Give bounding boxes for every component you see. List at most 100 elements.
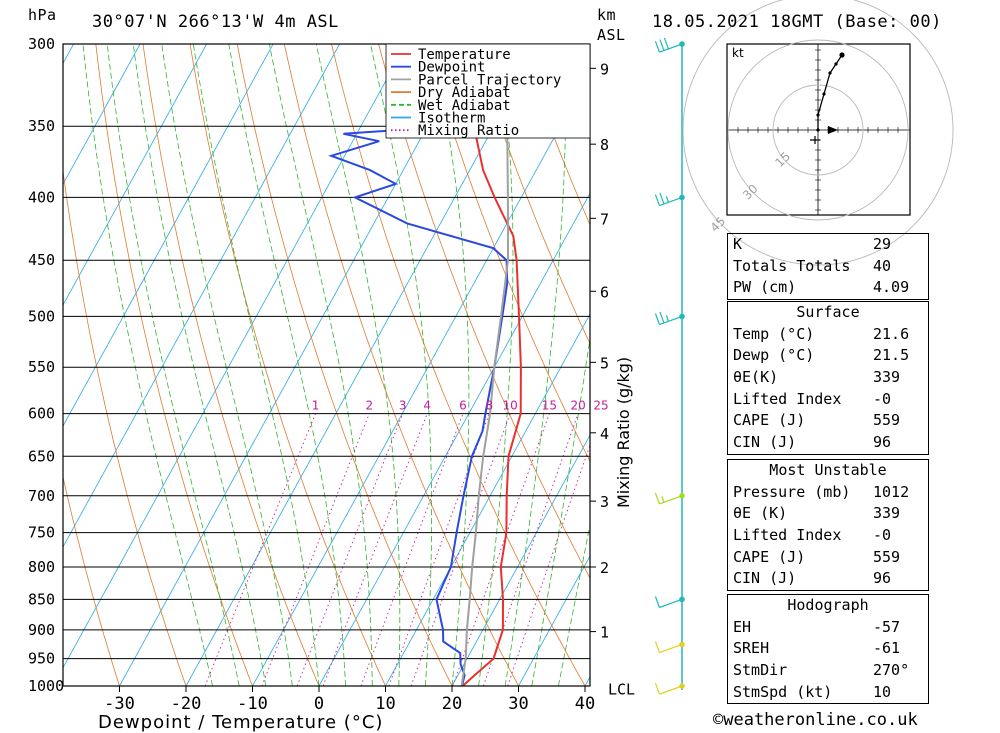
- index-row: Lifted Index -0: [733, 389, 892, 408]
- hodograph-ring: [727, 39, 909, 221]
- hodograph-title: Hodograph: [787, 596, 869, 614]
- index-row: Lifted Index -0: [733, 526, 892, 545]
- wind-barb-shaft: [659, 685, 683, 695]
- pressure-unit-label: hPa: [28, 6, 57, 24]
- dry-adiabat-line: [189, 44, 386, 686]
- dry-adiabat-line: [991, 44, 1000, 686]
- dry-adiabat-line: [472, 44, 590, 345]
- height-tick-label: 2: [600, 559, 609, 577]
- wind-barb-flag: [659, 192, 665, 205]
- pressure-label: 950: [28, 650, 55, 668]
- wind-barb-half: [665, 196, 670, 203]
- pressure-label: 750: [28, 524, 55, 542]
- wet-adiabat-line: [478, 44, 514, 686]
- pressure-label: 350: [28, 117, 55, 135]
- index-row: Temp (°C) 21.6: [733, 324, 910, 343]
- lcl-label: LCL: [608, 681, 635, 699]
- legend-label: Dewpoint: [418, 60, 485, 76]
- hodograph-ring: [772, 84, 864, 176]
- height-tick-label: 8: [600, 136, 609, 154]
- hodograph-point: [834, 62, 838, 66]
- wet-adiabat-line: [558, 522, 590, 686]
- index-row: PW (cm) 4.09: [733, 278, 910, 297]
- pressure-label: 300: [28, 35, 55, 53]
- wind-barb-shaft: [659, 196, 683, 207]
- wind-barb-half: [665, 315, 670, 322]
- pressure-label: 400: [28, 188, 55, 206]
- wind-barb-flag: [654, 596, 661, 608]
- hodograph-trace: [817, 54, 843, 130]
- storm-motion-arrow: [828, 126, 838, 134]
- km-label: km: [597, 6, 617, 24]
- index-row: CIN (J) 96: [733, 569, 892, 588]
- wind-barb-flag: [659, 39, 665, 51]
- hodograph-point: [816, 113, 820, 117]
- isotherm-line: [0, 44, 7, 686]
- isotherm-line: [252, 71, 590, 686]
- pressure-label: 1000: [28, 677, 64, 695]
- height-tick-label: 1: [600, 624, 609, 642]
- dry-adiabat-line: [331, 44, 586, 686]
- index-row: CIN (J) 96: [733, 433, 892, 452]
- isotherm-line: [63, 44, 141, 186]
- wind-barb-flag: [654, 682, 661, 695]
- asl-label: ASL: [597, 26, 626, 44]
- wet-adiabat-line: [132, 44, 267, 686]
- isotherm-line: [119, 44, 473, 686]
- hodograph-end-marker: [839, 52, 845, 58]
- mixing-ratio-label: 1: [312, 399, 320, 413]
- x-tick-label: 20: [442, 694, 462, 714]
- plot-frame: [62, 43, 591, 687]
- height-tick-label: 5: [600, 354, 609, 372]
- wind-barb-half: [661, 496, 665, 503]
- wind-barb-shaft: [659, 598, 683, 609]
- legend-label: Parcel Trajectory: [418, 72, 561, 88]
- mixing-ratio-label: 15: [542, 399, 557, 413]
- pressure-label: 450: [28, 251, 55, 269]
- wet-adiabat-line: [192, 44, 320, 686]
- wind-barb-shaft: [659, 643, 683, 654]
- isotherm-line: [63, 44, 207, 306]
- pressure-label: 600: [28, 405, 55, 423]
- storm-motion-marker: [810, 136, 820, 144]
- pressure-label: 900: [28, 621, 55, 639]
- mixing-ratio-label: 8: [485, 399, 493, 413]
- run-datetime: 18.05.2021 18GMT (Base: 00): [652, 12, 942, 32]
- x-tick-label: -10: [237, 694, 268, 714]
- dry-adiabat-line: [95, 44, 253, 686]
- pressure-label: 550: [28, 358, 55, 376]
- wind-barb-shaft: [659, 43, 683, 53]
- x-tick-label: 0: [314, 694, 324, 714]
- mixing-ratio-label: 4: [423, 399, 431, 413]
- mixing-ratio-label: 3: [399, 399, 407, 413]
- index-row: StmDir 270°: [733, 661, 910, 680]
- height-tick-label: 3: [600, 493, 609, 511]
- legend-box: [385, 43, 591, 139]
- credit-link[interactable]: ©weatheronline.co.uk: [713, 710, 918, 730]
- pressure-label: 850: [28, 590, 55, 608]
- dry-adiabat-line: [63, 168, 187, 686]
- index-row: CAPE (J) 559: [733, 547, 901, 566]
- wind-barb-flag: [659, 311, 665, 324]
- x-tick-label: -30: [104, 694, 135, 714]
- height-tick-label: 7: [600, 210, 609, 228]
- legend-label: Temperature: [418, 47, 511, 63]
- index-row: θE(K) 339: [733, 368, 901, 387]
- dry-adiabat-line: [142, 44, 320, 686]
- series-parcel-trajectory: [460, 44, 510, 686]
- index-row: Dewp (°C) 21.5: [733, 346, 910, 365]
- mixing-ratio-label: 20: [571, 399, 586, 413]
- index-row: Totals Totals 40: [733, 256, 892, 275]
- wind-barb-shaft: [659, 315, 683, 326]
- most-unstable-title: Most Unstable: [769, 461, 887, 479]
- indices-hodograph: Hodograph EH -57 SREH -61 StmDir 270° StmSp…: [727, 594, 929, 705]
- legend-label: Wet Adiabat: [418, 98, 511, 114]
- index-row: StmSpd (kt) 10: [733, 682, 892, 701]
- mixing-ratio-line: [452, 413, 550, 686]
- x-tick-label: 30: [508, 694, 528, 714]
- mixing-ratio-line: [204, 413, 316, 686]
- index-row: Pressure (mb) 1012: [733, 482, 910, 501]
- dry-adiabat-line: [283, 44, 519, 686]
